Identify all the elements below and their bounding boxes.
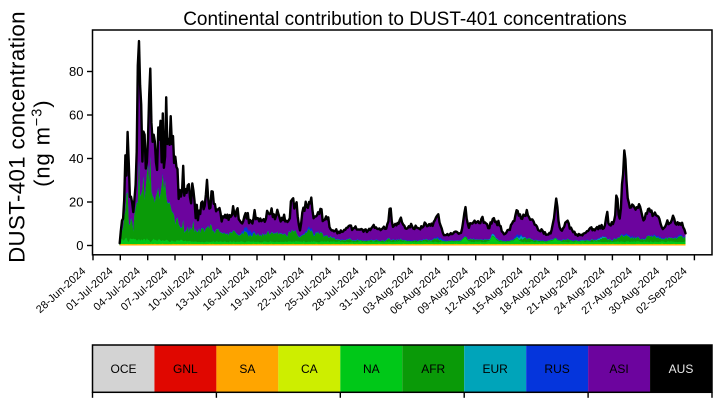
svg-text:EUR: EUR — [483, 362, 509, 376]
svg-text:DUST-401 concentration: DUST-401 concentration — [4, 11, 29, 263]
svg-text:80: 80 — [69, 64, 83, 79]
svg-text:60: 60 — [69, 107, 83, 122]
svg-text:OCE: OCE — [110, 362, 136, 376]
svg-text:NA: NA — [363, 362, 380, 376]
svg-text:AUS: AUS — [669, 362, 694, 376]
svg-text:ASI: ASI — [609, 362, 628, 376]
svg-text:(ng m−3): (ng m−3) — [30, 100, 55, 187]
svg-text:CA: CA — [301, 362, 318, 376]
svg-text:Continental contribution to DU: Continental contribution to DUST-401 con… — [183, 9, 627, 30]
svg-text:SA: SA — [239, 362, 255, 376]
svg-text:40: 40 — [69, 151, 83, 166]
svg-text:RUS: RUS — [544, 362, 569, 376]
svg-text:GNL: GNL — [173, 362, 198, 376]
svg-text:20: 20 — [69, 194, 83, 209]
svg-text:AFR: AFR — [421, 362, 445, 376]
svg-text:0: 0 — [76, 238, 83, 253]
